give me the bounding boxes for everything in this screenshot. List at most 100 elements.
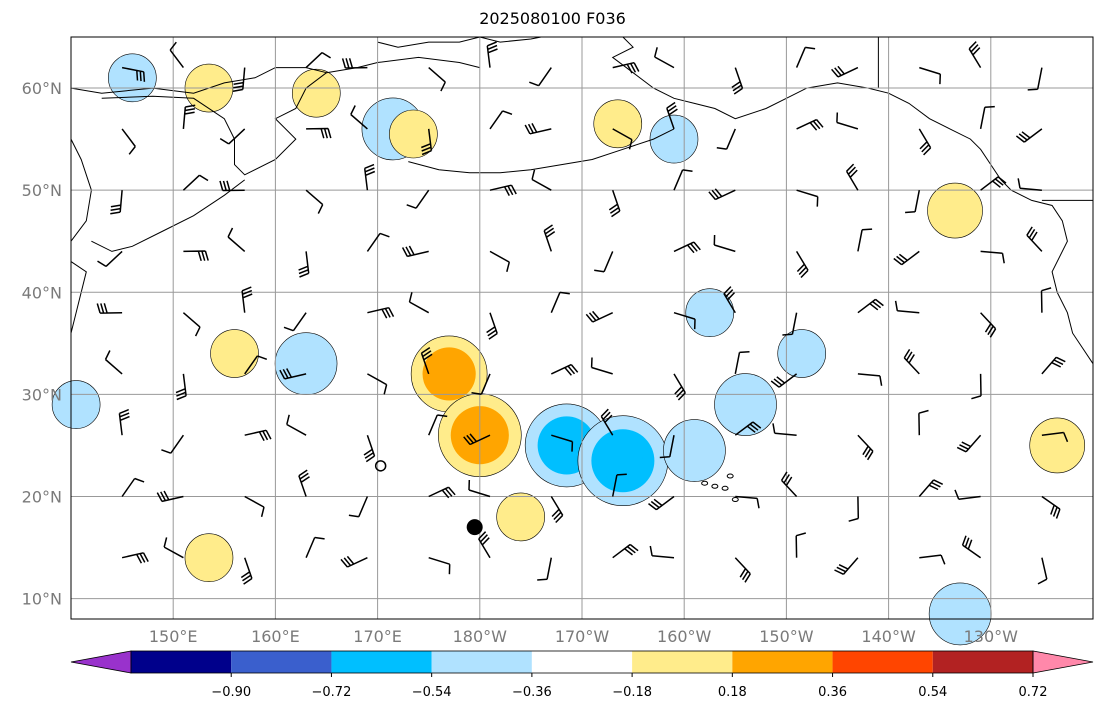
- lon-tick-label: 150°W: [759, 627, 814, 646]
- wind-barb: [366, 232, 390, 252]
- wind-barb: [782, 312, 798, 336]
- wind-barb: [956, 434, 982, 453]
- wind-barb: [551, 434, 574, 452]
- island: [721, 485, 729, 491]
- wind-barb: [1037, 557, 1048, 585]
- wind-barb: [723, 286, 736, 314]
- wind-barb: [341, 58, 368, 69]
- wind-barb: [666, 101, 678, 130]
- wind-barb: [350, 105, 368, 130]
- island: [726, 473, 734, 479]
- map-title: 2025080100 F036: [479, 9, 626, 28]
- wind-barb: [543, 224, 556, 252]
- wind-barb: [649, 545, 675, 559]
- wind-barb: [163, 537, 184, 559]
- wind-barb: [919, 554, 946, 565]
- wind-barb: [1041, 431, 1069, 443]
- wind-barb: [489, 110, 513, 130]
- wind-barb: [893, 250, 920, 266]
- anomaly-contour: [108, 53, 157, 103]
- wind-barb: [348, 496, 369, 518]
- wind-barb: [716, 128, 736, 150]
- wind-barb: [279, 368, 307, 380]
- anomaly-contour: [927, 182, 983, 239]
- wind-barb: [594, 251, 614, 273]
- wind-barb: [831, 65, 859, 78]
- wind-barb: [918, 128, 932, 156]
- wind-barb: [961, 535, 982, 559]
- wind-barb: [1041, 356, 1066, 375]
- lat-tick-label: 60°N: [22, 79, 62, 98]
- anomaly-contour: [649, 114, 699, 164]
- wind-barb: [182, 104, 196, 129]
- wind-barb: [486, 41, 498, 68]
- wind-barb: [121, 477, 145, 497]
- wind-barb: [486, 312, 498, 340]
- wind-barb: [244, 429, 272, 442]
- colorbar: −0.90 −0.72 −0.54 −0.36 −0.18 0.18 0.36 0.54 0.7…: [70, 650, 1094, 700]
- wind-barb: [673, 169, 693, 191]
- wind-barb: [1015, 128, 1043, 143]
- wind-barb: [478, 531, 491, 559]
- anomaly-contour: [714, 373, 777, 436]
- coastline: [377, 36, 542, 48]
- wind-barb: [918, 479, 944, 497]
- gridline-layer: [71, 37, 1093, 619]
- wind-barb: [428, 556, 451, 575]
- wind-barb: [428, 414, 448, 436]
- wind-barb: [834, 557, 859, 575]
- wind-barb: [971, 373, 982, 400]
- wind-barb: [894, 300, 920, 314]
- wind-barb: [795, 251, 809, 279]
- wind-barb: [659, 435, 675, 459]
- wind-barb: [428, 67, 446, 92]
- colorbar-segment: [131, 651, 232, 673]
- anomaly-contour: [496, 492, 545, 542]
- wind-barb: [857, 434, 874, 461]
- anomaly-contour: [51, 380, 101, 429]
- colorbar-outline: [130, 650, 1034, 674]
- wind-barb: [524, 123, 552, 135]
- lat-tick-label: 20°N: [22, 487, 62, 506]
- anomaly-contour: [777, 329, 827, 378]
- wind-barb: [590, 357, 613, 375]
- wind-barb: [367, 306, 395, 319]
- wind-barb: [121, 128, 136, 155]
- lon-tick-label: 170°W: [555, 627, 610, 646]
- wind-barb: [918, 409, 929, 436]
- wind-barb: [795, 46, 816, 68]
- wind-barb: [182, 312, 201, 337]
- lat-tick-label: 10°N: [22, 590, 62, 609]
- wind-barb: [673, 241, 701, 254]
- wind-barb: [905, 190, 921, 214]
- colorbar-tick-label: 0.18: [718, 685, 747, 700]
- position-ring-marker: [374, 460, 387, 472]
- wind-barb: [471, 373, 491, 395]
- colorbar-tick-label: −0.72: [312, 685, 352, 700]
- wind-barb: [156, 490, 184, 503]
- wind-barb: [1040, 287, 1052, 313]
- lon-tick-label: 160°E: [251, 627, 300, 646]
- wind-barb: [708, 188, 736, 201]
- wind-barb: [244, 495, 265, 517]
- wind-barb: [96, 303, 123, 314]
- colorbar-tick-label: 0.54: [918, 685, 947, 700]
- wind-barb: [1026, 226, 1043, 252]
- wind-barb: [731, 67, 744, 95]
- lat-tick-label: 30°N: [22, 385, 62, 404]
- wind-barb: [713, 234, 736, 253]
- colorbar-tick-label: −0.36: [512, 685, 552, 700]
- colorbar-tick-label: −0.18: [612, 685, 652, 700]
- wind-barb: [1027, 67, 1043, 91]
- wind-barb: [845, 163, 859, 191]
- wind-barb: [286, 414, 307, 436]
- wind-barb: [118, 408, 130, 436]
- border-line: [877, 37, 940, 89]
- anomaly-contour: [210, 329, 259, 378]
- anomaly-contour: [685, 288, 735, 337]
- wind-barb: [735, 495, 760, 509]
- lon-tick-label: 130°W: [964, 627, 1019, 646]
- wind-barb: [550, 291, 570, 313]
- colorbar-segment: [331, 651, 432, 673]
- anomaly-contour-inner: [422, 347, 476, 401]
